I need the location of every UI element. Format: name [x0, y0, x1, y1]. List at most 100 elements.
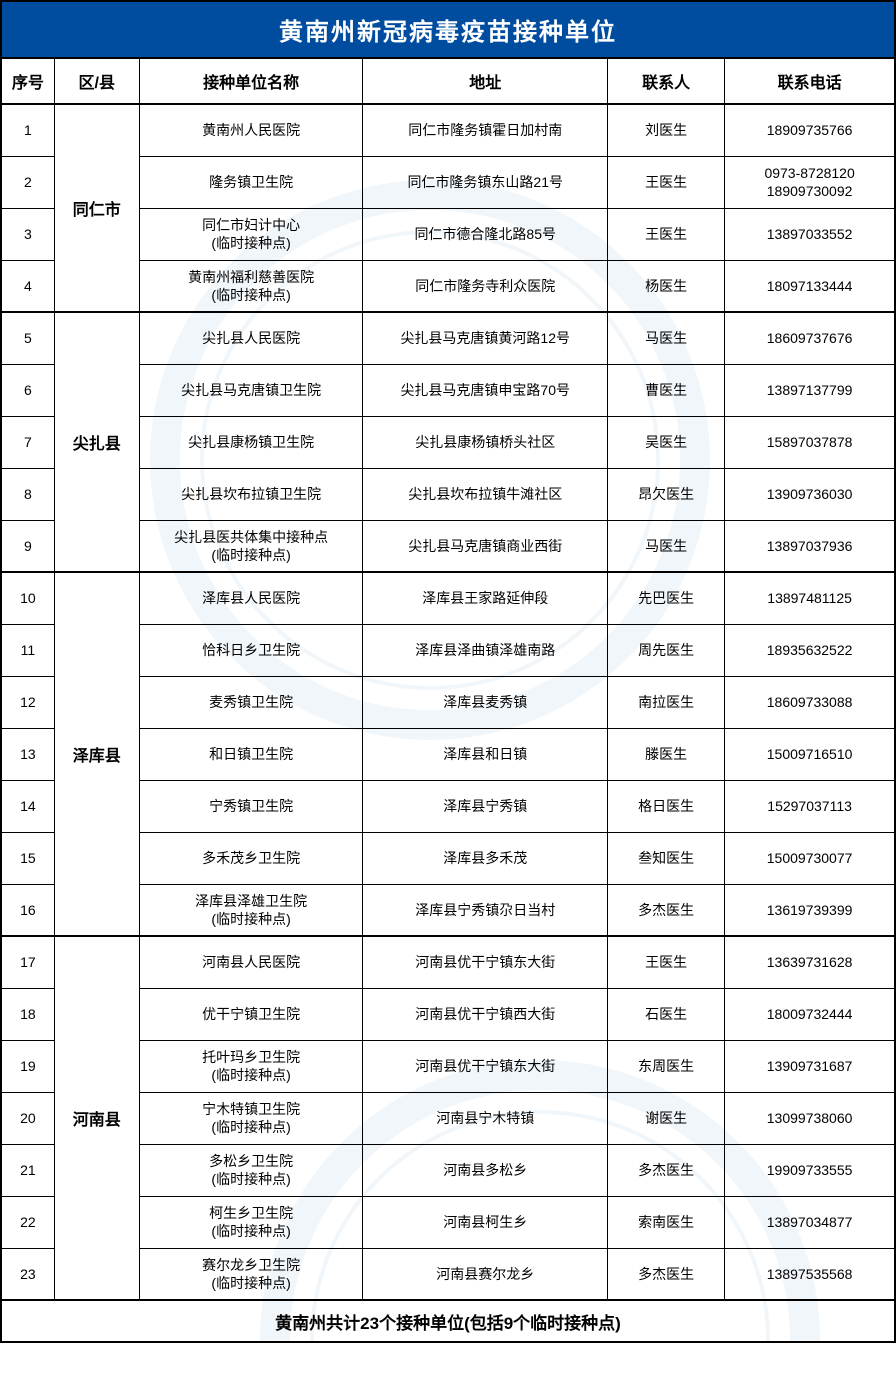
cell-seq: 23	[1, 1248, 54, 1300]
cell-phone: 18009732444	[725, 988, 895, 1040]
cell-seq: 11	[1, 624, 54, 676]
cell-unit: 托叶玛乡卫生院(临时接种点)	[139, 1040, 363, 1092]
cell-seq: 7	[1, 416, 54, 468]
cell-seq: 15	[1, 832, 54, 884]
cell-unit: 黄南州福利慈善医院(临时接种点)	[139, 260, 363, 312]
cell-contact: 杨医生	[608, 260, 725, 312]
cell-addr: 泽库县泽曲镇泽雄南路	[363, 624, 608, 676]
cell-contact: 刘医生	[608, 104, 725, 156]
cell-district: 泽库县	[54, 572, 139, 936]
cell-addr: 尖扎县马克唐镇黄河路12号	[363, 312, 608, 364]
cell-addr: 河南县优干宁镇东大街	[363, 1040, 608, 1092]
cell-addr: 泽库县多禾茂	[363, 832, 608, 884]
cell-phone: 18609737676	[725, 312, 895, 364]
table-row: 17河南县河南县人民医院河南县优干宁镇东大街王医生13639731628	[1, 936, 895, 988]
cell-contact: 王医生	[608, 936, 725, 988]
cell-contact: 多杰医生	[608, 884, 725, 936]
document-container: 黄南州新冠病毒疫苗接种单位 序号 区/县 接种单位名称 地址 联系人 联系电话 …	[0, 0, 896, 1343]
cell-addr: 同仁市隆务镇霍日加村南	[363, 104, 608, 156]
cell-contact: 曹医生	[608, 364, 725, 416]
table-header-row: 序号 区/县 接种单位名称 地址 联系人 联系电话	[1, 58, 895, 104]
cell-unit: 优干宁镇卫生院	[139, 988, 363, 1040]
cell-contact: 石医生	[608, 988, 725, 1040]
footer-summary: 黄南州共计23个接种单位(包括9个临时接种点)	[1, 1300, 895, 1342]
col-district: 区/县	[54, 58, 139, 104]
cell-unit: 多松乡卫生院(临时接种点)	[139, 1144, 363, 1196]
cell-contact: 东周医生	[608, 1040, 725, 1092]
cell-unit: 同仁市妇计中心(临时接种点)	[139, 208, 363, 260]
table-footer-row: 黄南州共计23个接种单位(包括9个临时接种点)	[1, 1300, 895, 1342]
cell-addr: 尖扎县马克唐镇商业西街	[363, 520, 608, 572]
cell-addr: 河南县优干宁镇东大街	[363, 936, 608, 988]
cell-addr: 尖扎县马克唐镇申宝路70号	[363, 364, 608, 416]
col-unit: 接种单位名称	[139, 58, 363, 104]
cell-seq: 20	[1, 1092, 54, 1144]
cell-seq: 13	[1, 728, 54, 780]
cell-unit: 泽库县人民医院	[139, 572, 363, 624]
cell-contact: 王医生	[608, 156, 725, 208]
cell-unit: 尖扎县医共体集中接种点(临时接种点)	[139, 520, 363, 572]
cell-seq: 3	[1, 208, 54, 260]
cell-phone: 13639731628	[725, 936, 895, 988]
cell-seq: 12	[1, 676, 54, 728]
cell-seq: 21	[1, 1144, 54, 1196]
cell-seq: 8	[1, 468, 54, 520]
cell-phone: 13909731687	[725, 1040, 895, 1092]
cell-unit: 尖扎县坎布拉镇卫生院	[139, 468, 363, 520]
cell-unit: 多禾茂乡卫生院	[139, 832, 363, 884]
cell-contact: 多杰医生	[608, 1248, 725, 1300]
cell-unit: 河南县人民医院	[139, 936, 363, 988]
cell-unit: 尖扎县人民医院	[139, 312, 363, 364]
cell-phone: 13897034877	[725, 1196, 895, 1248]
cell-seq: 16	[1, 884, 54, 936]
cell-contact: 滕医生	[608, 728, 725, 780]
cell-addr: 泽库县麦秀镇	[363, 676, 608, 728]
cell-phone: 13897033552	[725, 208, 895, 260]
cell-phone: 13897037936	[725, 520, 895, 572]
cell-addr: 尖扎县康杨镇桥头社区	[363, 416, 608, 468]
cell-unit: 宁木特镇卫生院(临时接种点)	[139, 1092, 363, 1144]
cell-seq: 19	[1, 1040, 54, 1092]
cell-unit: 赛尔龙乡卫生院(临时接种点)	[139, 1248, 363, 1300]
col-addr: 地址	[363, 58, 608, 104]
cell-contact: 昂欠医生	[608, 468, 725, 520]
cell-unit: 隆务镇卫生院	[139, 156, 363, 208]
cell-contact: 王医生	[608, 208, 725, 260]
table-row: 5尖扎县尖扎县人民医院尖扎县马克唐镇黄河路12号马医生18609737676	[1, 312, 895, 364]
cell-unit: 尖扎县马克唐镇卫生院	[139, 364, 363, 416]
col-seq: 序号	[1, 58, 54, 104]
cell-contact: 吴医生	[608, 416, 725, 468]
cell-district: 同仁市	[54, 104, 139, 312]
cell-seq: 1	[1, 104, 54, 156]
cell-addr: 河南县多松乡	[363, 1144, 608, 1196]
cell-phone: 13909736030	[725, 468, 895, 520]
cell-phone: 0973-872812018909730092	[725, 156, 895, 208]
cell-contact: 叁知医生	[608, 832, 725, 884]
cell-seq: 17	[1, 936, 54, 988]
cell-seq: 2	[1, 156, 54, 208]
cell-unit: 泽库县泽雄卫生院(临时接种点)	[139, 884, 363, 936]
col-contact: 联系人	[608, 58, 725, 104]
cell-phone: 13897137799	[725, 364, 895, 416]
cell-unit: 宁秀镇卫生院	[139, 780, 363, 832]
cell-unit: 尖扎县康杨镇卫生院	[139, 416, 363, 468]
cell-seq: 4	[1, 260, 54, 312]
cell-unit: 和日镇卫生院	[139, 728, 363, 780]
cell-phone: 13897481125	[725, 572, 895, 624]
cell-seq: 6	[1, 364, 54, 416]
cell-district: 河南县	[54, 936, 139, 1300]
cell-contact: 马医生	[608, 520, 725, 572]
cell-phone: 15297037113	[725, 780, 895, 832]
cell-addr: 同仁市隆务寺利众医院	[363, 260, 608, 312]
cell-contact: 多杰医生	[608, 1144, 725, 1196]
cell-contact: 谢医生	[608, 1092, 725, 1144]
cell-phone: 13619739399	[725, 884, 895, 936]
cell-phone: 19909733555	[725, 1144, 895, 1196]
cell-addr: 河南县优干宁镇西大街	[363, 988, 608, 1040]
table-row: 10泽库县泽库县人民医院泽库县王家路延伸段先巴医生13897481125	[1, 572, 895, 624]
cell-unit: 柯生乡卫生院(临时接种点)	[139, 1196, 363, 1248]
cell-contact: 先巴医生	[608, 572, 725, 624]
cell-seq: 10	[1, 572, 54, 624]
cell-seq: 9	[1, 520, 54, 572]
cell-phone: 18935632522	[725, 624, 895, 676]
